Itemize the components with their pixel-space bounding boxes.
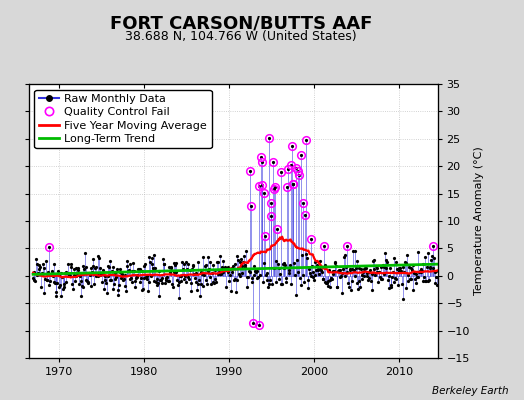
Y-axis label: Temperature Anomaly (°C): Temperature Anomaly (°C)	[474, 147, 484, 295]
Text: FORT CARSON/BUTTS AAF: FORT CARSON/BUTTS AAF	[110, 14, 372, 32]
Legend: Raw Monthly Data, Quality Control Fail, Five Year Moving Average, Long-Term Tren: Raw Monthly Data, Quality Control Fail, …	[35, 90, 212, 148]
Text: 38.688 N, 104.766 W (United States): 38.688 N, 104.766 W (United States)	[125, 30, 357, 43]
Text: Berkeley Earth: Berkeley Earth	[432, 386, 508, 396]
